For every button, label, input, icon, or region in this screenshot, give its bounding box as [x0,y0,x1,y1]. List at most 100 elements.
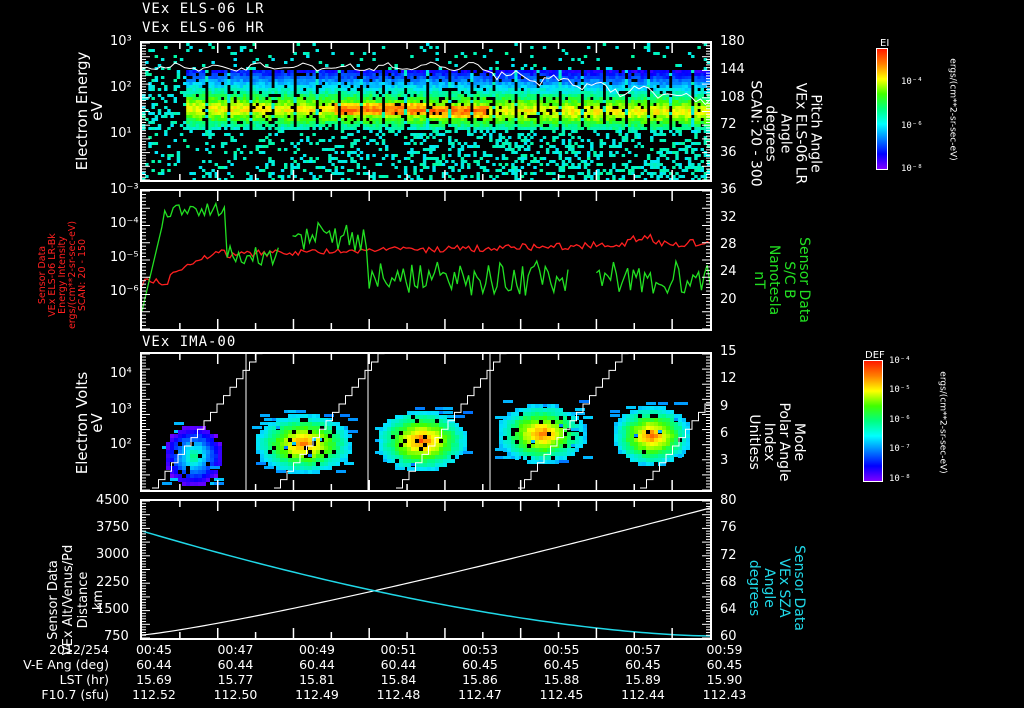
panel3-title: VEx IMA-00 [142,334,237,350]
panel1-title-hr: VEx ELS-06 HR [142,20,265,36]
footer-label-lst: LST (hr) [59,672,109,687]
def-cbar-tick-2: 10⁻⁵ [889,385,911,395]
def-cbar-tick-1: 10⁻⁴ [889,356,911,366]
panel1-title-lr: VEx ELS-06 LR [142,1,265,17]
p4-ytick-1500: 1500 [96,602,130,617]
p2-ytick-r32: 32 [720,210,737,225]
p2-ytick-1: 10⁻³ [110,182,139,197]
p4-ytick-r64: 64 [720,602,737,617]
p1-ylabel-right: Pitch Angle VEx ELS-06 LR Angle degrees SCAN… [747,80,824,187]
footer-ve_ang-cell: 60.45 [706,657,743,672]
p2-ytick-4: 10⁻⁶ [110,284,139,299]
p4-ytick-3750: 3750 [96,520,130,535]
p3-ytick-1e4: 10⁴ [110,366,132,381]
p1-ytick-1000: 10³ [110,34,132,49]
footer-lst-cell: 15.84 [380,672,417,687]
footer-lst-cell: 15.81 [299,672,335,687]
p2-ytick-r36: 36 [720,182,737,197]
p4-ytick-2250: 2250 [96,575,130,590]
p4-ytick-r72: 72 [720,548,737,563]
p2-ytick-r28: 28 [720,237,737,252]
footer-f107-cell: 112.50 [213,687,258,702]
p3-ytick-r15: 15 [720,344,737,359]
footer-f107-cell: 112.48 [376,687,421,702]
p2-ylabel-right: Sensor Data S/C B Nanotesla nT [751,237,812,323]
ei-cbar-tick-1: 10⁻⁴ [901,77,923,87]
p2-ytick-r20: 20 [720,292,737,307]
footer-time-cell: 00:55 [543,642,580,657]
footer-f107-cell: 112.49 [295,687,339,702]
footer-f107-cell: 112.45 [539,687,584,702]
footer-label-date: 2012/254 [49,642,109,657]
def-colorbar-unit: ergs/(cm**2-sr-sec-eV) [937,371,948,474]
def-cbar-tick-3: 10⁻⁶ [889,415,911,425]
line-plot [142,191,710,329]
ei-colorbar-unit: ergs/(cm**2-sr-sec-eV) [947,58,958,161]
p3-ytick-r3: 3 [720,453,729,468]
footer-f107-cell: 112.43 [702,687,747,702]
footer-time-cell: 00:59 [706,642,743,657]
ion-spectrogram[interactable] [140,352,712,492]
def-colorbar [863,360,883,482]
p3-ytick-r6: 6 [720,426,729,441]
footer-ve_ang-cell: 60.44 [380,657,417,672]
p1-ytick-r144: 144 [720,62,745,77]
p4-ytick-3000: 3000 [96,547,130,562]
footer-lst-cell: 15.88 [543,672,580,687]
electron-energy-spectrogram[interactable] [140,41,712,182]
footer-label-f107: F10.7 (sfu) [41,687,109,702]
footer-f107-cell: 112.52 [132,687,176,702]
p1-ylabel-left: Electron Energy eV [73,51,106,171]
p3-ytick-r9: 9 [720,399,729,414]
footer-time-cell: 00:45 [135,642,173,657]
p1-ytick-r36: 36 [720,145,737,160]
footer-time-cell: 00:53 [461,642,499,657]
footer-ve_ang-cell: 60.44 [136,657,172,672]
p2-ytick-r24: 24 [720,264,737,279]
def-cbar-tick-4: 10⁻⁷ [889,444,911,454]
p4-ytick-r80: 80 [720,493,737,508]
p3-ylabel-left: Electron Volts eV [73,371,106,475]
footer-lst-cell: 15.69 [136,672,172,687]
p2-ytick-2: 10⁻⁴ [110,216,139,231]
ion-spectrogram-plot [142,354,710,490]
p4-ytick-r76: 76 [720,520,737,535]
p2-ytick-3: 10⁻⁵ [110,250,139,265]
footer-lst-cell: 15.90 [706,672,743,687]
p4-ytick-4500: 4500 [96,493,130,508]
p4-ytick-750: 750 [104,629,129,644]
spectrogram-plot [142,43,710,180]
footer-lst-cell: 15.89 [625,672,661,687]
footer-time-cell: 00:51 [380,642,417,657]
p3-ytick-1e2: 10² [110,437,132,452]
p1-ytick-r108: 108 [720,90,745,105]
altitude-sza-lineplot[interactable] [140,499,712,640]
footer-f107-cell: 112.47 [458,687,502,702]
ei-colorbar-label: EI [880,38,890,49]
footer-ve_ang-cell: 60.44 [217,657,254,672]
footer-time-cell: 00:49 [298,642,336,657]
p4-ytick-r68: 68 [720,575,737,590]
p2-ylabel-left: Sensor Data VEx ELS-06 LR-Bk Energy Intens… [37,220,88,330]
footer-ve_ang-cell: 60.45 [625,657,661,672]
def-cbar-tick-5: 10⁻⁸ [889,474,911,484]
footer-time-cell: 00:57 [624,642,662,657]
p4-ylabel-right: Sensor Data VEx SZA Angle degrees [746,545,807,631]
footer-ve_ang-cell: 60.44 [299,657,335,672]
ei-cbar-tick-3: 10⁻⁸ [901,164,923,174]
ei-colorbar [876,48,888,170]
footer-lst-cell: 15.77 [217,672,254,687]
footer-time-cell: 00:47 [217,642,254,657]
p3-ylabel-right: Mode Polar Angle Index Unitless [746,402,807,482]
p1-ytick-r180: 180 [720,34,745,49]
footer-f107-cell: 112.44 [621,687,665,702]
intensity-bfield-lineplot[interactable] [140,189,712,331]
ei-cbar-tick-2: 10⁻⁶ [901,121,923,131]
footer-ve_ang-cell: 60.45 [462,657,498,672]
p1-ytick-10: 10¹ [110,126,132,141]
p1-ytick-r72: 72 [720,117,737,132]
footer-ve_ang-cell: 60.45 [543,657,580,672]
footer-lst-cell: 15.86 [462,672,498,687]
footer-label-ve-ang: V-E Ang (deg) [23,657,109,672]
p1-ytick-100: 10² [110,80,132,95]
